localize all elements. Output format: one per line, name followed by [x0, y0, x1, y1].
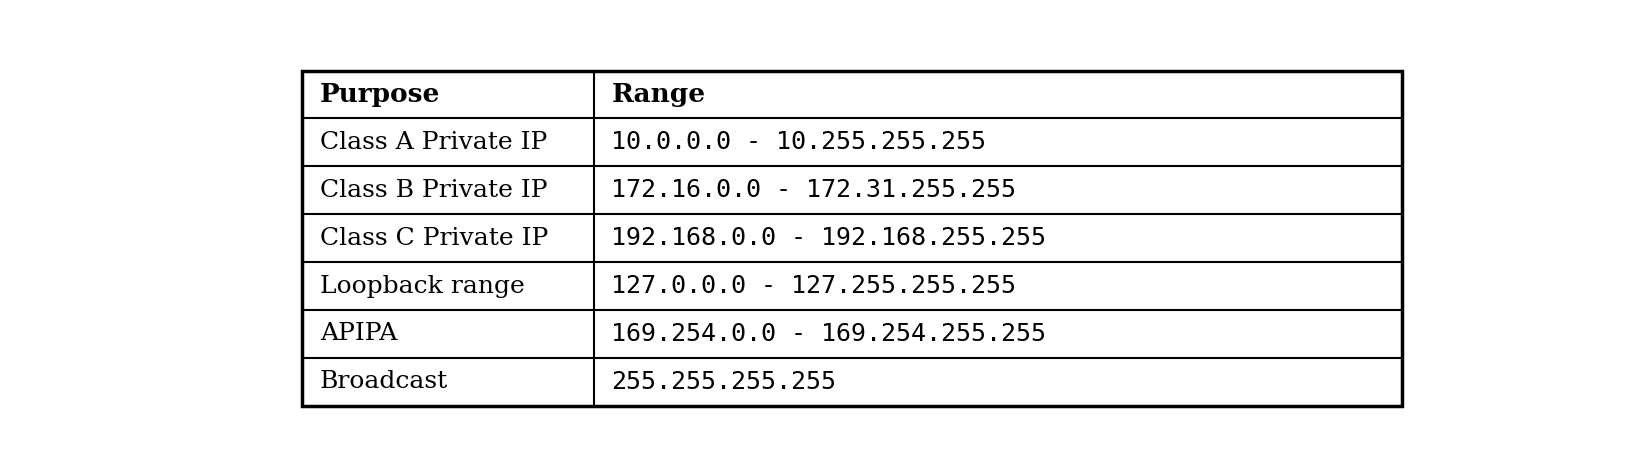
Text: Class A Private IP: Class A Private IP	[320, 131, 548, 154]
Text: 192.168.0.0 - 192.168.255.255: 192.168.0.0 - 192.168.255.255	[612, 226, 1046, 250]
Text: Class C Private IP: Class C Private IP	[320, 227, 548, 249]
Text: Class B Private IP: Class B Private IP	[320, 179, 548, 202]
Text: APIPA: APIPA	[320, 322, 398, 345]
Text: Purpose: Purpose	[320, 82, 441, 107]
Bar	[302, 71, 1402, 406]
Text: 127.0.0.0 - 127.255.255.255: 127.0.0.0 - 127.255.255.255	[612, 274, 1016, 298]
Text: 169.254.0.0 - 169.254.255.255: 169.254.0.0 - 169.254.255.255	[612, 322, 1046, 346]
Text: 10.0.0.0 - 10.255.255.255: 10.0.0.0 - 10.255.255.255	[612, 131, 987, 154]
Text: Loopback range: Loopback range	[320, 275, 525, 298]
Text: Range: Range	[612, 82, 706, 107]
Text: 172.16.0.0 - 172.31.255.255: 172.16.0.0 - 172.31.255.255	[612, 178, 1016, 202]
Text: 255.255.255.255: 255.255.255.255	[612, 370, 837, 394]
Text: Broadcast: Broadcast	[320, 370, 449, 393]
